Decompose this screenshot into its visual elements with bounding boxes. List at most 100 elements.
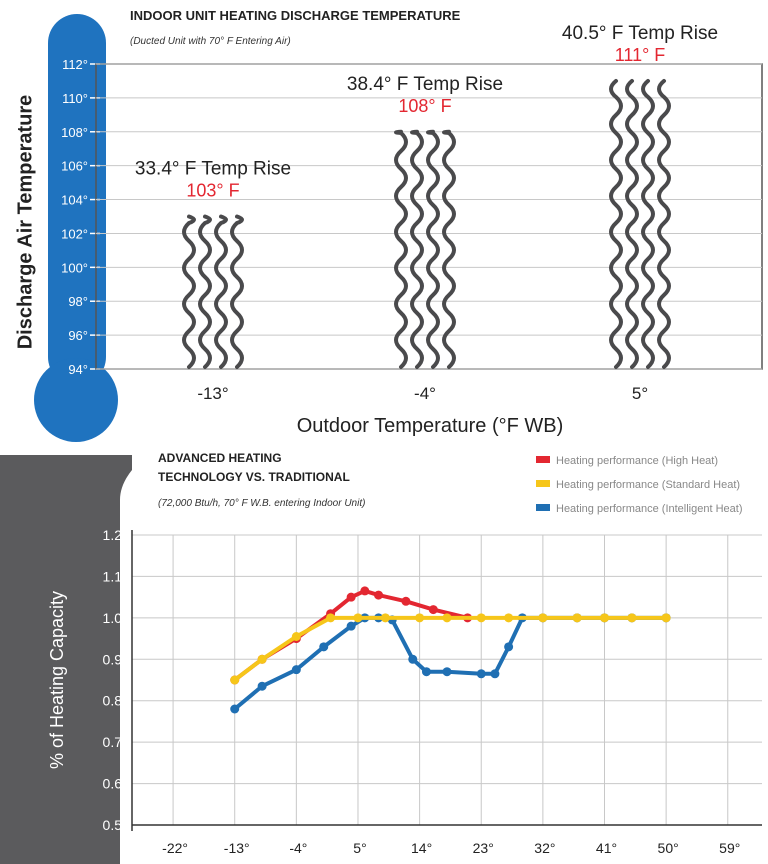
data-point-standard-heat xyxy=(291,632,301,641)
heat-wave-line xyxy=(198,214,212,369)
bottom-x-tick-label: 14° xyxy=(411,840,432,856)
data-point-high-heat xyxy=(428,605,438,615)
data-point-intelligent-heat xyxy=(230,704,240,714)
thermometer-stem xyxy=(48,14,106,386)
data-point-standard-heat xyxy=(230,675,240,685)
bottom-x-tick-label: -4° xyxy=(289,840,307,856)
data-point-high-heat xyxy=(401,596,411,606)
bottom-y-tick-label: 1.0 xyxy=(103,610,123,626)
heating-capacity-chart: % of Heating Capacity ADVANCED HEATING T… xyxy=(0,451,762,864)
bottom-x-tick-label: -13° xyxy=(224,840,250,856)
legend-swatch-high-heat xyxy=(536,456,550,463)
data-point-standard-heat xyxy=(257,654,267,664)
heat-wave-line xyxy=(426,129,440,369)
bottom-y-tick-label: 0.5 xyxy=(103,817,123,833)
bottom-x-tick-label: 23° xyxy=(473,840,494,856)
discharge-temp-value: 108° F xyxy=(398,96,451,116)
bottom-x-tick-label: -22° xyxy=(162,840,188,856)
top-x-tick-label: -4° xyxy=(414,384,436,403)
top-y-axis-label: Discharge Air Temperature xyxy=(14,95,36,350)
discharge-heat-waves xyxy=(394,129,456,369)
data-point-standard-heat xyxy=(627,613,637,623)
bottle-shape xyxy=(0,455,132,864)
data-point-standard-heat xyxy=(572,613,582,623)
discharge-temp-value: 103° F xyxy=(186,181,239,201)
heat-wave-line xyxy=(609,78,623,369)
discharge-temperature-chart: 112° 110° 108° 106° 104° 102° 100° 98° 96° 94° Di… xyxy=(14,8,763,442)
data-point-standard-heat xyxy=(353,613,363,623)
heat-wave-line xyxy=(625,78,639,369)
top-y-tick-label: 106° xyxy=(61,159,88,174)
legend-label-intelligent-heat: Heating performance (Intelligent Heat) xyxy=(556,503,742,515)
temp-rise-label: 38.4° F Temp Rise xyxy=(347,74,503,95)
bottom-x-tick-label: 50° xyxy=(658,840,679,856)
data-point-standard-heat xyxy=(661,613,671,623)
data-point-standard-heat xyxy=(504,613,514,623)
heat-wave-line xyxy=(410,129,424,369)
data-point-standard-heat xyxy=(476,613,486,623)
top-y-tick-label: 110° xyxy=(62,91,88,106)
discharge-heat-waves xyxy=(609,78,671,369)
data-point-high-heat xyxy=(374,590,384,600)
bottom-y-tick-label: 0.8 xyxy=(103,693,123,709)
bottom-y-tick-label: 0.7 xyxy=(103,734,123,750)
top-y-tick-label: 100° xyxy=(61,260,88,275)
series-line-high-heat xyxy=(233,588,469,682)
data-point-intelligent-heat xyxy=(346,621,356,631)
bottom-title-line-1: ADVANCED HEATING xyxy=(158,451,282,465)
bottom-title-line-2: TECHNOLOGY VS. TRADITIONAL xyxy=(158,470,350,484)
top-x-axis-label: Outdoor Temperature (°F WB) xyxy=(297,415,564,437)
bottom-y-tick-label: 0.9 xyxy=(103,651,123,667)
data-point-standard-heat xyxy=(538,613,548,623)
top-y-tick-label: 98° xyxy=(68,294,88,309)
data-point-standard-heat xyxy=(415,613,425,623)
top-x-tick-label: -13° xyxy=(197,384,228,403)
series-line-intelligent-heat xyxy=(233,615,667,711)
temp-rise-label: 33.4° F Temp Rise xyxy=(135,159,291,180)
heat-wave-line xyxy=(394,129,408,369)
top-y-tick-label: 112° xyxy=(62,57,88,72)
bottom-x-tick-label: 5° xyxy=(353,840,366,856)
bottom-y-tick-label: 1.1 xyxy=(103,568,123,584)
top-chart-title: INDOOR UNIT HEATING DISCHARGE TEMPERATUR… xyxy=(130,8,461,23)
legend-label-standard-heat: Heating performance (Standard Heat) xyxy=(556,479,740,491)
data-point-intelligent-heat xyxy=(476,669,486,679)
heat-wave-line xyxy=(182,214,196,369)
data-point-intelligent-heat xyxy=(319,642,329,652)
data-point-standard-heat xyxy=(600,613,609,623)
data-point-intelligent-heat xyxy=(291,665,301,675)
top-chart-subtitle: (Ducted Unit with 70° F Entering Air) xyxy=(130,36,291,47)
data-point-intelligent-heat xyxy=(504,642,514,652)
data-point-intelligent-heat xyxy=(257,681,267,691)
top-y-tick-label: 104° xyxy=(61,193,88,208)
thermometer-bulb xyxy=(34,358,118,442)
data-point-high-heat xyxy=(346,592,356,602)
data-point-intelligent-heat xyxy=(408,654,418,664)
bottom-x-tick-label: 59° xyxy=(719,840,740,856)
legend-label-high-heat: Heating performance (High Heat) xyxy=(556,455,718,467)
heat-wave-line xyxy=(442,129,456,369)
data-point-standard-heat xyxy=(326,613,336,623)
bottom-x-tick-label: 41° xyxy=(596,840,617,856)
legend: Heating performance (High Heat) Heating p… xyxy=(536,455,742,515)
bottom-y-axis-label: % of Heating Capacity xyxy=(47,591,67,769)
data-point-intelligent-heat xyxy=(421,667,431,677)
top-x-tick-label: 5° xyxy=(632,384,648,403)
bottom-y-tick-label: 1.2 xyxy=(103,527,123,543)
top-y-tick-label: 108° xyxy=(61,125,88,140)
heat-wave-line xyxy=(230,214,244,369)
legend-swatch-standard-heat xyxy=(536,480,550,487)
top-y-tick-label: 96° xyxy=(68,328,88,343)
temp-rise-label: 40.5° F Temp Rise xyxy=(562,23,718,44)
heat-wave-line xyxy=(214,214,228,369)
data-point-standard-heat xyxy=(442,613,452,623)
heat-wave-line xyxy=(641,78,655,369)
bottom-subtitle: (72,000 Btu/h, 70° F W.B. entering Indoo… xyxy=(158,498,365,509)
heat-wave-line xyxy=(657,78,671,369)
bottom-x-tick-label: 32° xyxy=(534,840,555,856)
discharge-temp-value: 111° F xyxy=(615,45,666,65)
data-point-intelligent-heat xyxy=(490,669,500,679)
series-standard-heat xyxy=(230,613,671,685)
legend-swatch-intelligent-heat xyxy=(536,504,550,511)
